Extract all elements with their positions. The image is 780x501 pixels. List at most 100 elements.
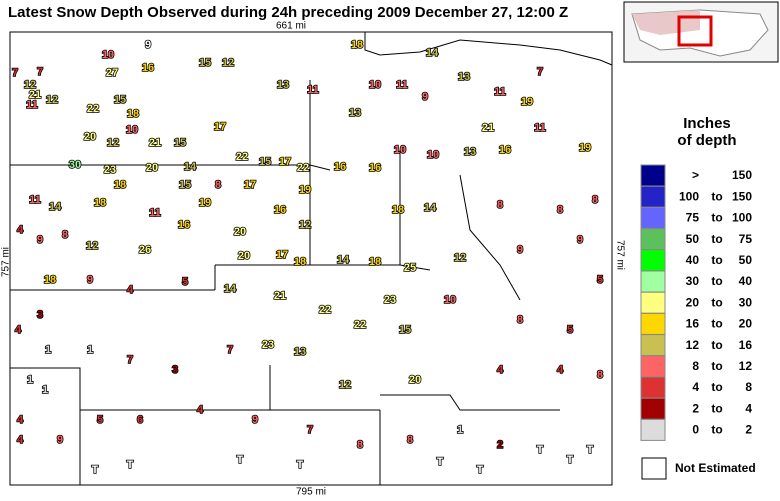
station-value: 13 [464, 146, 476, 158]
state-borders [10, 32, 613, 485]
station-value: 21 [482, 122, 494, 134]
legend-to: 30 [739, 295, 753, 309]
station-value: 14 [224, 283, 237, 295]
station-value: 14 [184, 161, 197, 173]
station-value: 18 [369, 256, 381, 268]
station-value: 14 [426, 47, 439, 59]
station-value: 23 [104, 164, 116, 176]
station-value: 8 [597, 369, 603, 381]
station-value: 5 [597, 274, 603, 286]
not-estimated-label: Not Estimated [675, 461, 756, 475]
station-value: T [127, 459, 134, 471]
legend-to: 75 [739, 232, 753, 246]
legend-to: 50 [739, 253, 753, 267]
station-value: 16 [274, 204, 286, 216]
station-value: 11 [29, 194, 41, 206]
station-value: 10 [126, 124, 138, 136]
legend-swatch [640, 249, 666, 272]
station-value: 8 [557, 204, 563, 216]
legend-word: to [711, 189, 722, 203]
legend-word: to [711, 359, 722, 373]
station-value: 11 [149, 207, 161, 219]
legend-from: 16 [686, 317, 700, 331]
legend-title: of depth [677, 132, 736, 149]
station-value: 14 [337, 254, 350, 266]
station-value: 10 [102, 49, 114, 61]
station-value: 18 [127, 108, 139, 120]
station-value: 15 [259, 156, 271, 168]
station-value: T [477, 464, 484, 476]
station-value: 8 [62, 229, 68, 241]
station-value: 18 [44, 274, 56, 286]
station-value: 8 [517, 314, 523, 326]
station-value: 22 [87, 103, 99, 115]
station-value: 16 [142, 62, 154, 74]
legend-swatch [640, 312, 666, 335]
legend-from: 40 [686, 253, 700, 267]
legend-to: 150 [732, 189, 752, 203]
station-value: 26 [139, 244, 151, 256]
legend-word: to [711, 317, 722, 331]
station-value: 11 [396, 79, 408, 91]
station-value: 1 [45, 344, 51, 356]
station-value: 15 [179, 179, 191, 191]
station-value: 12 [454, 252, 466, 264]
station-value: 10 [444, 294, 456, 306]
station-value: 16 [369, 162, 381, 174]
legend-swatch [640, 355, 666, 378]
inset-map [623, 1, 779, 63]
station-value: 9 [517, 244, 523, 256]
top-distance: 661 mi [276, 21, 306, 32]
legend-swatch [640, 418, 666, 441]
legend-to: 20 [739, 317, 753, 331]
legend-word: to [711, 338, 722, 352]
station-value: 7 [12, 67, 18, 79]
station-value: 22 [319, 304, 331, 316]
bottom-distance: 795 mi [296, 487, 326, 498]
station-value: 19 [299, 184, 311, 196]
legend-swatch [640, 291, 666, 314]
station-value: 15 [114, 94, 126, 106]
station-value: 13 [277, 79, 289, 91]
station-value: 4 [15, 324, 22, 336]
station-value: 4 [17, 224, 24, 236]
station-value: 27 [106, 67, 118, 79]
station-value: 13 [349, 107, 361, 119]
legend-swatch [640, 376, 666, 399]
station-value: 4 [497, 364, 504, 376]
legend-to: 150 [732, 168, 752, 182]
station-value: 7 [537, 66, 543, 78]
station-value: 19 [199, 197, 211, 209]
legend-swatch [640, 164, 666, 187]
station-value: 11 [534, 122, 546, 134]
station-value: 9 [422, 91, 428, 103]
legend-word: to [711, 380, 722, 394]
station-value: 23 [384, 294, 396, 306]
station-value: T [537, 444, 544, 456]
legend-word: to [711, 232, 722, 246]
station-value: 15 [199, 57, 211, 69]
station-value: 2 [497, 439, 503, 451]
station-value: 4 [17, 414, 24, 426]
station-value: 11 [494, 86, 506, 98]
station-value: T [587, 444, 594, 456]
legend-to: 2 [745, 423, 752, 437]
station-value: 8 [497, 199, 503, 211]
not-estimated-swatch [641, 457, 667, 480]
station-value: 10 [394, 144, 406, 156]
station-value: 9 [252, 414, 258, 426]
legend-from: 0 [692, 423, 699, 437]
legend-from: 12 [686, 338, 700, 352]
station-value: 23 [262, 339, 274, 351]
station-value: 22 [354, 319, 366, 331]
legend-swatch [640, 206, 666, 229]
legend-from: 100 [679, 189, 699, 203]
right-distance: 757 mi [614, 240, 625, 270]
station-value: 20 [238, 250, 250, 262]
station-value: 9 [87, 274, 93, 286]
station-value: 21 [29, 89, 41, 101]
station-value: 7 [307, 424, 313, 436]
station-value: 1 [457, 424, 463, 436]
station-value: T [92, 464, 99, 476]
